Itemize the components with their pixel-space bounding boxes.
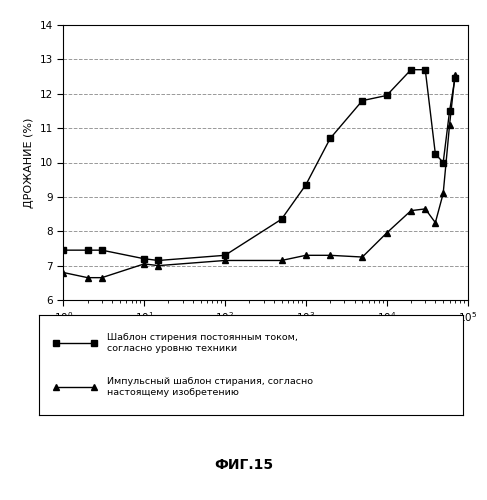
Text: Шаблон стирения постоянным током,
согласно уровню техники: Шаблон стирения постоянным током, соглас…	[107, 334, 298, 352]
Text: ФИГ.15: ФИГ.15	[214, 458, 273, 472]
Text: Импульсный шаблон стирания, согласно
настоящему изобретению: Импульсный шаблон стирания, согласно нас…	[107, 378, 313, 396]
X-axis label: ЦИКЛОВ ПЕРЕЗАПИСИ (РАЗЫ): ЦИКЛОВ ПЕРЕЗАПИСИ (РАЗЫ)	[179, 330, 352, 340]
Y-axis label: ДРОЖАНИЕ (%): ДРОЖАНИЕ (%)	[24, 118, 34, 208]
